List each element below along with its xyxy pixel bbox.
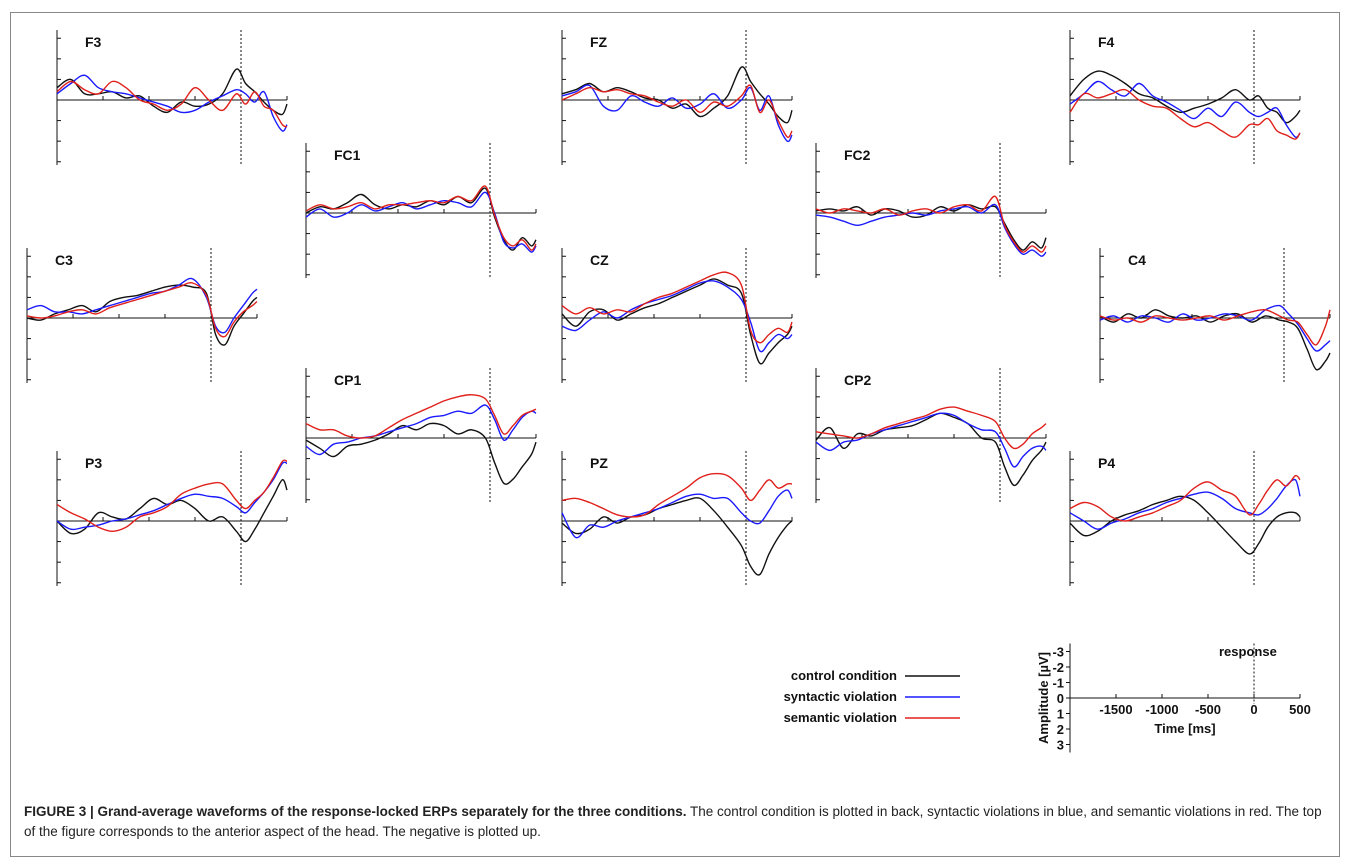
series-control: [815, 412, 1047, 487]
panel-cp1: CP1: [305, 368, 537, 503]
series-syntactic: [561, 280, 793, 353]
series-syntactic: [56, 74, 288, 132]
panel-title: CZ: [590, 252, 609, 268]
series-semantic: [815, 195, 1047, 253]
panel-pz: PZ: [561, 451, 793, 586]
series-control: [305, 422, 537, 485]
series-syntactic: [815, 412, 1047, 468]
series-syntactic: [305, 404, 537, 456]
series-syntactic: [561, 84, 793, 143]
series-syntactic: [561, 489, 793, 539]
series-semantic: [1069, 88, 1301, 140]
panel-title: FC1: [334, 147, 361, 163]
panel-fc1: FC1: [305, 143, 537, 278]
series-semantic: [26, 282, 258, 338]
scale-x-tick-label: -1000: [1145, 702, 1178, 717]
series-syntactic: [1069, 478, 1301, 530]
series-semantic: [1099, 308, 1331, 346]
panels-layer: F3 FZ F4 FC1 FC2 C3 CZ C4 CP1 CP2 P3 PZ P4: [26, 30, 1331, 586]
figure-caption: FIGURE 3 | Grand-average waveforms of th…: [24, 802, 1329, 842]
panel-title: PZ: [590, 455, 608, 471]
panel-cp2: CP2: [815, 368, 1047, 503]
legend: control condition syntactic violation sema…: [784, 668, 960, 725]
panel-title: F3: [85, 34, 102, 50]
scale-x-tick-label: -500: [1195, 702, 1221, 717]
panel-f3: F3: [56, 30, 288, 165]
panel-title: FZ: [590, 34, 608, 50]
panel-title: C3: [55, 252, 73, 268]
figure-frame: [10, 12, 1340, 857]
scale-y-tick-label: -2: [1052, 660, 1064, 675]
panel-cz: CZ: [561, 248, 793, 383]
series-syntactic: [1099, 304, 1331, 352]
scale-y-tick-label: 1: [1057, 707, 1064, 722]
panel-c4: C4: [1099, 248, 1331, 383]
scale-x-tick-label: -1500: [1099, 702, 1132, 717]
panel-title: P3: [85, 455, 102, 471]
scale-y-tick-label: -1: [1052, 676, 1064, 691]
legend-label: syntactic violation: [784, 689, 897, 704]
series-control: [1069, 70, 1301, 124]
series-semantic: [561, 271, 793, 344]
scale-x-tick-label: 0: [1250, 702, 1257, 717]
legend-label: semantic violation: [784, 710, 897, 725]
series-control: [56, 479, 288, 543]
series-control: [561, 497, 793, 576]
series-control: [26, 284, 258, 346]
series-control: [815, 204, 1047, 251]
scale-y-tick-label: 2: [1057, 722, 1064, 737]
series-syntactic: [1069, 80, 1301, 138]
legend-label: control condition: [791, 668, 897, 683]
response-label: response: [1219, 644, 1277, 659]
series-semantic: [56, 459, 288, 533]
series-semantic: [56, 80, 288, 128]
panel-p4: P4: [1069, 451, 1301, 586]
scale-x-tick-label: 500: [1289, 702, 1311, 717]
panel-p3: P3: [56, 451, 288, 586]
panel-fz: FZ: [561, 30, 793, 165]
scale-y-tick-label: 0: [1057, 691, 1064, 706]
series-semantic: [305, 394, 537, 439]
scale-y-tick-label: 3: [1057, 738, 1064, 753]
panel-title: F4: [1098, 34, 1115, 50]
series-semantic: [561, 84, 793, 139]
series-control: [1069, 495, 1301, 555]
scale-y-label: Amplitude [µV]: [1036, 652, 1051, 744]
panel-c3: C3: [26, 248, 258, 383]
panel-title: C4: [1128, 252, 1146, 268]
panel-f4: F4: [1069, 30, 1301, 165]
scale-y-tick-label: -3: [1052, 645, 1064, 660]
panel-title: CP1: [334, 372, 361, 388]
panel-fc2: FC2: [815, 143, 1047, 278]
series-semantic: [561, 472, 793, 518]
series-semantic: [1069, 474, 1301, 522]
panel-title: CP2: [844, 372, 871, 388]
scale-x-label: Time [ms]: [1154, 721, 1215, 736]
panel-title: P4: [1098, 455, 1115, 471]
series-syntactic: [26, 277, 258, 334]
series-semantic: [305, 185, 537, 251]
series-semantic: [815, 406, 1047, 450]
caption-bold: FIGURE 3 | Grand-average waveforms of th…: [24, 804, 687, 819]
panel-title: FC2: [844, 147, 871, 163]
caption-text: The control condition is plotted in back…: [24, 804, 1322, 839]
series-control: [305, 187, 537, 251]
series-control: [561, 278, 793, 365]
